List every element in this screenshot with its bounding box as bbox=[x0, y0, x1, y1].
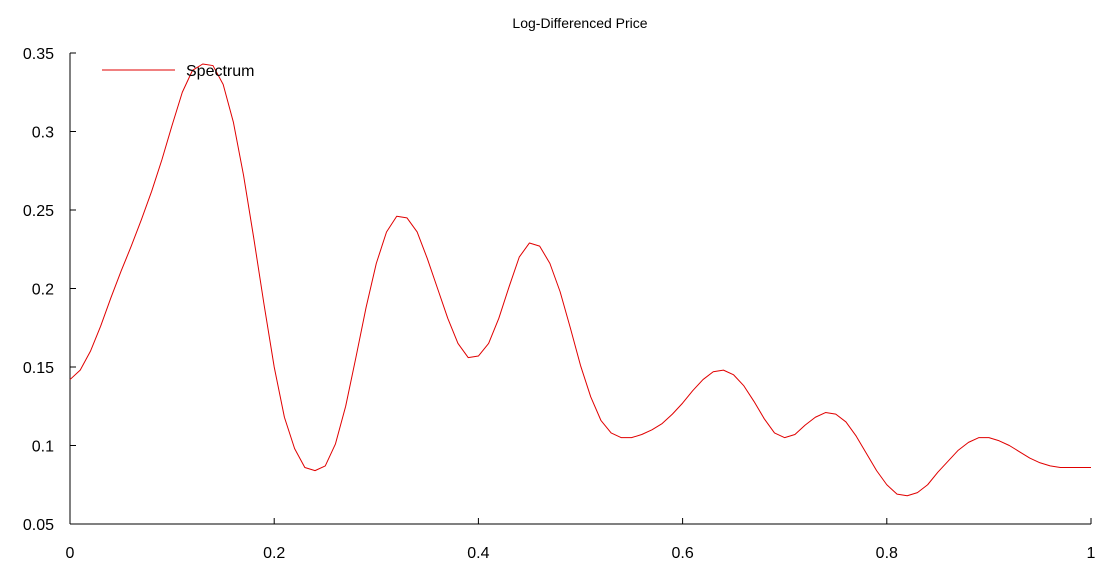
x-tick-label: 0.2 bbox=[263, 545, 285, 562]
x-tick-label: 0 bbox=[66, 545, 75, 562]
x-tick-label: 0.4 bbox=[467, 545, 489, 562]
x-axis-ticks: 0 0.2 0.4 0.6 0.8 1 bbox=[66, 518, 1096, 562]
x-tick-label: 0.8 bbox=[876, 545, 898, 562]
y-tick-label: 0.15 bbox=[23, 360, 54, 377]
y-tick-label: 0.2 bbox=[32, 282, 54, 299]
y-tick-label: 0.3 bbox=[32, 125, 54, 142]
chart-title: Log-Differenced Price bbox=[512, 15, 647, 31]
x-tick-label: 0.6 bbox=[671, 545, 693, 562]
legend: Spectrum bbox=[102, 63, 254, 80]
legend-label-spectrum: Spectrum bbox=[186, 63, 254, 80]
y-tick-label: 0.25 bbox=[23, 203, 54, 220]
series-line-spectrum bbox=[69, 63, 1091, 497]
y-tick-label: 0.05 bbox=[23, 517, 54, 534]
y-axis-ticks: 0.05 0.1 0.15 0.2 0.25 0.3 0.35 bbox=[23, 46, 76, 534]
y-tick-label: 0.1 bbox=[32, 439, 54, 456]
axes bbox=[69, 53, 1091, 525]
y-tick-label: 0.35 bbox=[23, 46, 54, 63]
x-tick-label: 1 bbox=[1087, 545, 1096, 562]
series-layer bbox=[69, 63, 1091, 497]
